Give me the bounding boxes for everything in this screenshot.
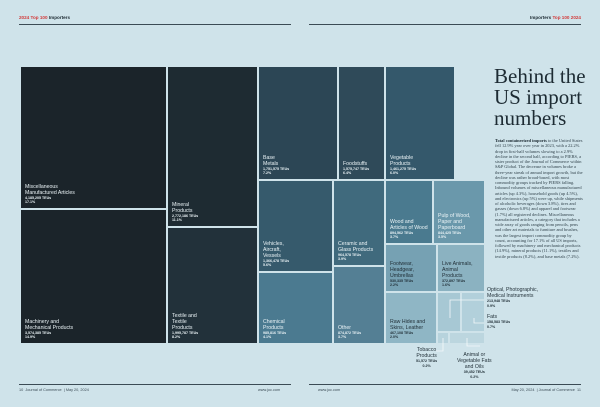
- left-date: May 20, 2024: [65, 388, 89, 392]
- left-page-number: 10: [19, 388, 24, 392]
- treemap-cell-textile: Textile and Textile Products 1,995,787 TE…: [167, 227, 258, 344]
- callout-optical: Optical, Photographic, Medical Instrumen…: [487, 287, 539, 308]
- right-header-rule: [309, 24, 581, 25]
- treemap-cell-live-animals: Live Animals, Animal Products 372,897 TEU…: [437, 244, 485, 292]
- left-header-rule: [19, 24, 291, 25]
- left-publication: Journal of Commerce: [25, 388, 62, 392]
- treemap-cell-vehicles: Vehicles, Aircraft, Vessels 1,366,478 TEU…: [258, 180, 333, 272]
- treemap-cell-wood: Wood and Articles of Wood 894,562 TEUs 3.7…: [385, 180, 433, 244]
- treemap-cell-machinery: Machinery and Mechanical Products 3,574,3…: [20, 209, 167, 344]
- treemap-cell-misc-manufactured: Miscellaneous Manufactured Articles 4,185…: [20, 66, 167, 209]
- left-header: 2024 Top 100 Importers: [19, 15, 70, 20]
- article-lead: Total containerized imports: [495, 138, 547, 143]
- callout-fats: Fats 158,583 TEUs 0.7%: [487, 314, 511, 329]
- right-header-section: Top 100: [552, 15, 570, 20]
- right-footer-url[interactable]: www.joc.com: [318, 388, 341, 392]
- left-header-label: Importers: [48, 15, 71, 20]
- callout-animal-veg-fats: Animal or Vegetable Fats and Oils 39,452 …: [457, 352, 492, 379]
- left-footer: 10 Journal of Commerce | May 20, 2024: [19, 388, 89, 392]
- treemap-cell-pulp: Pulp of Wood, Paper and Paperboard 844,42…: [433, 180, 485, 244]
- right-publication: Journal of Commerce: [538, 388, 575, 392]
- treemap-cell-other: Other 874,872 TEUs 3.7%: [333, 266, 385, 344]
- right-page-number: 11: [577, 388, 581, 392]
- right-header-year: 2024: [570, 15, 581, 20]
- right-header-label: Importers: [529, 15, 552, 20]
- left-header-section: Top 100: [30, 15, 48, 20]
- treemap-cell-fats: [461, 292, 485, 332]
- left-footer-url[interactable]: www.joc.com: [258, 388, 281, 392]
- article-body-text: to the United States fell 12.9% year ove…: [495, 138, 583, 259]
- article-title: Behind the US import numbers: [494, 64, 586, 130]
- callout-tobacco: Tobacco Products 51,572 TEUs 0.2%: [416, 347, 438, 368]
- treemap-cell-optical: [437, 292, 461, 332]
- right-header: Importers Top 100 2024: [530, 15, 581, 20]
- treemap-cell-vegetable: Vegetable Products 1,461,275 TEUs 6.0%: [385, 66, 455, 180]
- treemap-cell-base-metals: Base Metals 1,751,575 TEUs 7.2%: [258, 66, 338, 180]
- article-body: Total containerized imports to the Unite…: [495, 138, 583, 259]
- treemap-cell-foodstuffs: Foodstuffs 1,575,747 TEUs 6.4%: [338, 66, 385, 180]
- left-header-year: 2024: [19, 15, 30, 20]
- treemap-cell-chemical: Chemical Products 985,816 TEUs 4.1%: [258, 272, 333, 344]
- left-footer-rule: [19, 384, 291, 385]
- treemap-cell-raw-hides: Raw Hides and Skins, Leather 467,108 TEUs…: [385, 292, 437, 344]
- treemap-cell-footwear: Footwear, Headgear, Umbrellas 530,335 TEU…: [385, 244, 437, 292]
- treemap-cell-mineral: Mineral Products 2,772,186 TEUs 11.1%: [167, 66, 258, 227]
- right-date: May 20, 2024: [511, 388, 535, 392]
- right-footer: May 20, 2024 | Journal of Commerce 11: [511, 388, 581, 392]
- right-footer-rule: [309, 384, 581, 385]
- treemap-cell-ceramic: Ceramic and Glass Products 964,578 TEUs 3.…: [333, 180, 385, 266]
